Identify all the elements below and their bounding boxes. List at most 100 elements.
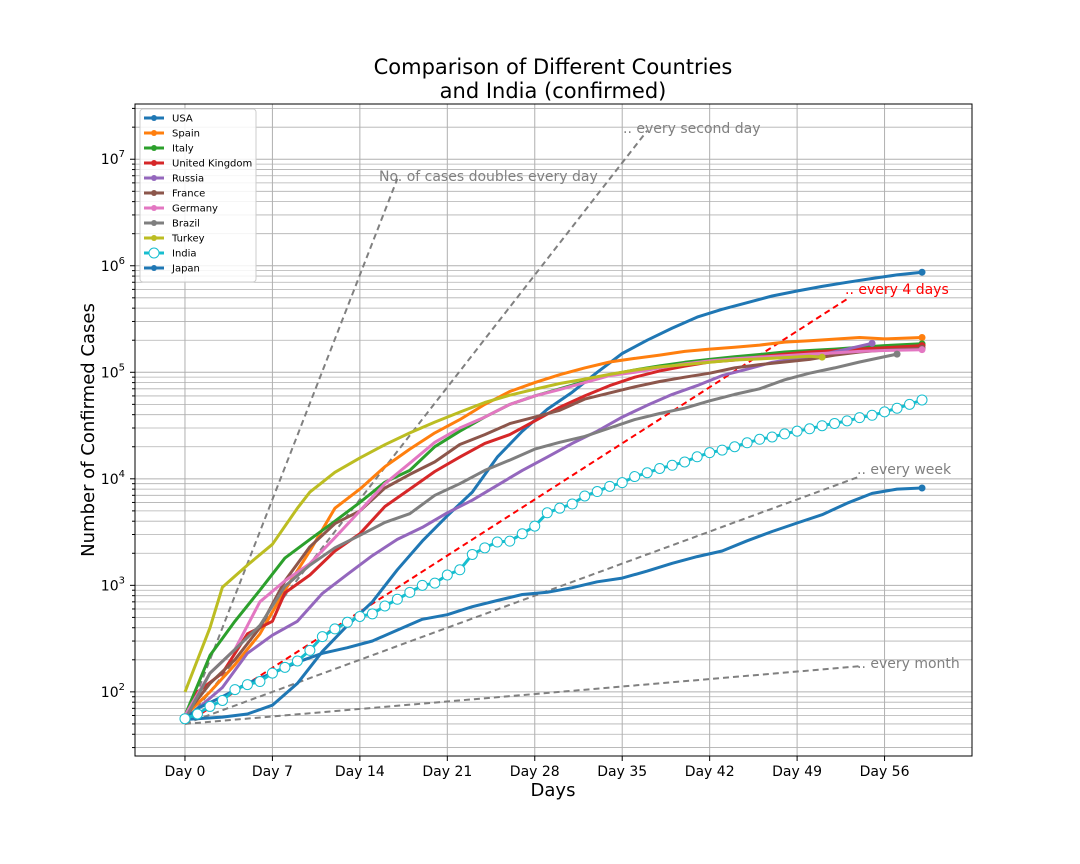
series-brazil xyxy=(183,350,901,721)
series-point-india xyxy=(629,471,641,483)
series-point-india xyxy=(604,480,616,492)
series-line-usa xyxy=(184,270,923,721)
series-point-india xyxy=(554,502,566,514)
legend-entry-turkey: Turkey xyxy=(144,234,205,245)
legend-label: Spain xyxy=(172,129,200,140)
series-point-india xyxy=(829,417,841,429)
series-point-india xyxy=(791,425,803,437)
series-point-india xyxy=(579,490,591,502)
series-spain xyxy=(183,334,926,717)
legend-marker xyxy=(151,175,157,181)
series-turkey xyxy=(183,353,826,693)
y-tick-label: 107 xyxy=(101,149,125,168)
series-endpoint-spain xyxy=(918,334,926,342)
legend-marker xyxy=(151,220,157,226)
x-axis-label: Days xyxy=(531,780,576,801)
series-point-india xyxy=(254,676,266,688)
series-line-turkey xyxy=(183,354,823,693)
series-point-india xyxy=(704,447,716,459)
legend-entry-usa: USA xyxy=(144,114,193,125)
x-tick-label: Day 0 xyxy=(164,764,205,780)
series-point-india xyxy=(866,409,878,421)
x-tick-label: Day 21 xyxy=(422,764,472,780)
series-point-india xyxy=(179,713,191,725)
legend-marker xyxy=(151,190,157,196)
reference-label-1: No. of cases doubles every day xyxy=(379,169,598,185)
legend-box xyxy=(139,108,257,283)
legend-label: Italy xyxy=(172,144,194,155)
series-point-india xyxy=(316,631,328,643)
series-point-india xyxy=(391,593,403,605)
reference-label-2: .. every second day xyxy=(623,121,760,137)
series-point-india xyxy=(191,708,203,720)
series-point-india xyxy=(404,586,416,598)
y-tick-label: 106 xyxy=(101,256,125,275)
series-point-india xyxy=(491,536,503,548)
legend-marker xyxy=(151,265,157,271)
series-point-india xyxy=(429,577,441,589)
series-point-india xyxy=(879,406,891,418)
series-point-india xyxy=(891,402,903,414)
series-point-india xyxy=(354,610,366,622)
series-line-spain xyxy=(183,336,923,717)
series-layer xyxy=(179,268,928,725)
series-endpoint-turkey xyxy=(818,353,826,361)
plot-area xyxy=(135,104,972,756)
series-point-india xyxy=(741,437,753,449)
chart-title-line2: and India (confirmed) xyxy=(440,79,667,103)
series-point-india xyxy=(666,459,678,471)
series-point-india xyxy=(854,412,866,424)
chart-title-line1: Comparison of Different Countries xyxy=(374,55,733,79)
series-point-india xyxy=(516,528,528,540)
legend-entry-brazil: Brazil xyxy=(144,219,200,230)
legend-label: USA xyxy=(172,114,193,125)
series-line-united-kingdom xyxy=(183,344,923,725)
series-point-india xyxy=(441,569,453,581)
series-point-india xyxy=(904,398,916,410)
legend-label: France xyxy=(172,189,205,200)
legend-label: Turkey xyxy=(171,234,205,245)
series-point-india xyxy=(466,548,478,560)
series-point-india xyxy=(416,579,428,591)
y-axis-label: Number of Confirmed Cases xyxy=(78,303,99,557)
x-tick-label: Day 56 xyxy=(860,764,910,780)
x-tick-label: Day 35 xyxy=(597,764,647,780)
x-tick-label: Day 7 xyxy=(252,764,293,780)
series-point-india xyxy=(779,428,791,440)
reference-label-30: .. every month xyxy=(857,656,960,672)
legend-label: Brazil xyxy=(172,219,200,230)
series-point-india xyxy=(804,423,816,435)
series-line-brazil xyxy=(183,352,898,721)
series-germany xyxy=(183,346,926,717)
y-tick-label: 102 xyxy=(101,682,125,701)
series-point-india xyxy=(304,644,316,656)
legend-marker xyxy=(151,235,157,241)
series-point-india xyxy=(841,415,853,427)
legend-label: Germany xyxy=(172,204,218,215)
y-tick-label: 105 xyxy=(101,362,125,381)
reference-line-1 xyxy=(184,178,399,725)
plot-frame xyxy=(134,103,973,757)
legend: USA Spain Italy United Kingdom Russia France G… xyxy=(139,108,257,283)
series-point-india xyxy=(754,433,766,445)
legend-entry-united-kingdom: United Kingdom xyxy=(144,159,252,170)
series-point-india xyxy=(204,700,216,712)
legend-marker xyxy=(151,145,157,151)
series-point-india xyxy=(679,456,691,468)
series-endpoint-brazil xyxy=(893,350,901,358)
series-point-india xyxy=(616,477,628,489)
series-point-india xyxy=(566,498,578,510)
series-point-india xyxy=(504,535,516,547)
series-line-france xyxy=(183,346,923,717)
series-point-india xyxy=(716,444,728,456)
series-point-india xyxy=(329,623,341,635)
series-point-india xyxy=(366,608,378,620)
series-endpoint-usa xyxy=(918,268,926,276)
series-point-india xyxy=(379,600,391,612)
series-point-india xyxy=(341,616,353,628)
series-point-india xyxy=(729,441,741,453)
legend-marker xyxy=(151,160,157,166)
x-tick-label: Day 49 xyxy=(772,764,822,780)
legend-entry-russia: Russia xyxy=(144,174,204,185)
